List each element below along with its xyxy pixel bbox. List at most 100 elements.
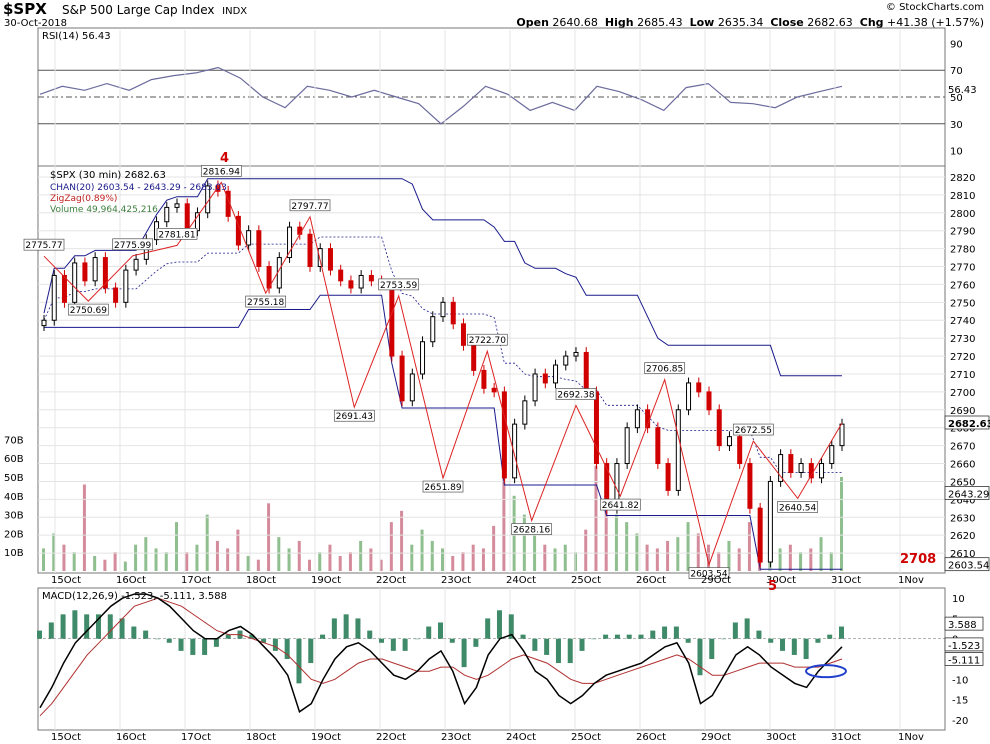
candle-body [829, 445, 835, 465]
macd-histogram-bar [567, 638, 573, 664]
x-tick-label: 24Oct [506, 575, 536, 586]
zigzag-label-box [555, 388, 597, 400]
volume-bar [819, 537, 823, 571]
volume-bar [676, 537, 680, 571]
price-tick-label: 2780 [950, 245, 975, 256]
zigzag-label: 2750.69 [70, 306, 107, 316]
macd-histogram-bar [355, 618, 361, 639]
volume-bar [522, 514, 526, 571]
highlight-ellipse [805, 664, 847, 679]
volume-tick-label: 30B [4, 511, 24, 522]
macd-histogram-bar [744, 618, 750, 639]
price-tick-label: 2790 [950, 227, 975, 238]
volume-bar [297, 540, 301, 571]
rsi-tick-label: 70 [950, 66, 963, 77]
macd-layer [37, 588, 945, 730]
zigzag-label-box [245, 295, 287, 308]
macd-line [39, 593, 843, 713]
candle-body [399, 355, 405, 402]
volume-bar [103, 559, 107, 571]
candle-body [471, 344, 477, 371]
macd-histogram-bar [485, 618, 491, 639]
zigzag-label: 2753.59 [380, 281, 417, 291]
volume-bar [72, 552, 76, 571]
volume-bar [246, 555, 250, 571]
macd-histogram-bar [107, 614, 113, 639]
x-tick-label: 16Oct [116, 575, 146, 586]
candle-body [501, 391, 507, 479]
channel-lower [44, 294, 842, 570]
candle-body [92, 257, 98, 282]
macd-histogram-bar [320, 634, 326, 639]
candle-body [593, 391, 599, 465]
volume-bar [441, 548, 444, 571]
target-label: 2708 [900, 552, 936, 567]
legend-volume: Volume 49,964,425,216 [50, 205, 158, 215]
candle-body [553, 364, 559, 384]
index-name-text: S&P 500 Large Cap Index [62, 3, 215, 17]
x-tick-label: 25Oct [571, 575, 601, 586]
macd-signal-line [39, 597, 843, 717]
candle-body [563, 355, 569, 366]
candle-body [512, 423, 518, 479]
macd-histogram-bar [626, 634, 632, 639]
price-tick-label: 2770 [950, 263, 975, 274]
macd-histogram-bar [154, 638, 160, 640]
macd-histogram-bar [131, 626, 137, 639]
candle-body [317, 248, 323, 268]
candle-body [327, 248, 333, 271]
macd-histogram-bar [839, 626, 844, 639]
price-last-tag: 2682.63 [948, 419, 990, 430]
price-tick-label: 2730 [950, 334, 975, 345]
watermark: © StockCharts.com [885, 2, 984, 13]
volume-bar [348, 552, 352, 571]
volume-bar [614, 514, 618, 571]
volume-bar [492, 525, 496, 571]
x-tick-label: 18Oct [246, 575, 276, 586]
macd-histogram-bar [166, 638, 172, 643]
macd-histogram-bar [37, 630, 42, 639]
candle-body [706, 391, 712, 411]
volume-bar [717, 552, 721, 571]
rsi-title: RSI(14) 56.43 [42, 31, 111, 42]
volume-bar [144, 537, 148, 571]
macd-histogram-bar [815, 638, 821, 643]
volume-bar [604, 507, 608, 571]
exchange: INDX [222, 6, 248, 17]
zigzag-label-box [67, 303, 109, 316]
zigzag-label: 2641.82 [602, 501, 639, 511]
macd-value-tag: -5.111 [948, 655, 980, 666]
volume-bar [686, 522, 690, 571]
x-tick-label: 23Oct [441, 575, 471, 586]
wave-4-label: 4 [220, 151, 229, 166]
volume-bar [287, 548, 291, 571]
x-tick-label: 1Nov [898, 732, 924, 743]
macd-histogram-bar [438, 622, 443, 639]
macd-histogram-bar [84, 614, 90, 639]
macd-histogram-bar [343, 614, 349, 639]
candle-body [41, 319, 47, 327]
candle-body [430, 316, 436, 343]
candle-body [113, 287, 119, 303]
x-tick-label: 26Oct [636, 575, 666, 586]
macd-histogram-bar [48, 622, 54, 639]
macd-histogram-bar [579, 638, 585, 651]
price-tick-label: 2710 [950, 370, 975, 381]
macd-value-tag-box [944, 616, 984, 631]
x-tick-label: 22Oct [376, 575, 406, 586]
low-label: Low [689, 16, 715, 29]
macd-histogram-bar [261, 638, 267, 643]
macd-histogram-bar [72, 610, 78, 639]
volume-bar [226, 548, 230, 571]
zigzag-label-box [688, 567, 730, 580]
zigzag-label: 2640.54 [779, 503, 816, 513]
channel-middle [43, 236, 842, 473]
x-tick-label: 16Oct [116, 732, 146, 743]
volume-bar [533, 533, 537, 571]
macd-value-tag-box [944, 637, 984, 652]
volume-bar [737, 548, 741, 571]
volume-bar [594, 465, 598, 571]
macd-histogram-bar [697, 638, 703, 676]
zigzag-label-box [23, 238, 65, 251]
candle-body [573, 351, 579, 357]
